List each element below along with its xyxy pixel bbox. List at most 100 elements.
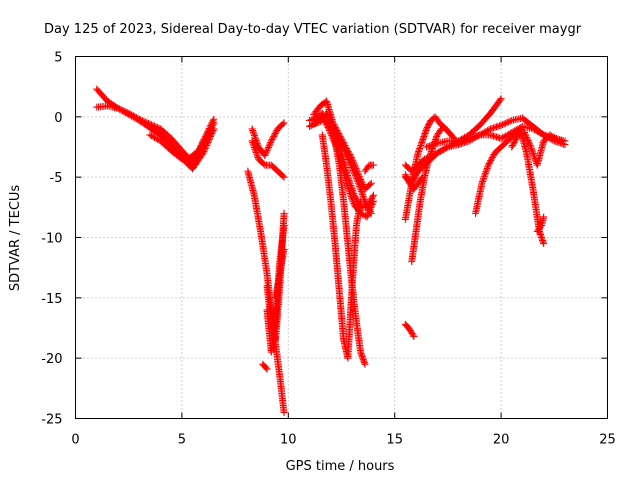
data-point <box>479 178 487 186</box>
data-point <box>328 133 336 141</box>
data-point <box>411 173 419 181</box>
data-point <box>353 174 361 182</box>
y-tick-label: -15 <box>41 292 62 307</box>
data-point <box>345 186 353 194</box>
data-point <box>191 157 199 165</box>
data-point <box>264 145 272 153</box>
data-point <box>497 121 505 129</box>
data-point <box>270 131 278 139</box>
series-d1 <box>401 113 458 223</box>
data-point <box>513 134 521 142</box>
data-point <box>526 141 534 149</box>
y-tick-label: -20 <box>41 352 62 367</box>
series-c7 <box>361 161 377 175</box>
data-point <box>503 119 511 127</box>
data-point <box>340 146 348 154</box>
data-point <box>480 173 488 181</box>
data-point <box>351 170 359 178</box>
chart-title: Day 125 of 2023, Sidereal Day-to-day VTE… <box>44 22 582 37</box>
data-point <box>357 187 365 195</box>
data-point <box>206 123 214 131</box>
data-point <box>138 117 146 125</box>
data-point <box>252 147 260 155</box>
data-point <box>360 196 368 204</box>
data-point <box>345 155 353 163</box>
data-point <box>342 149 350 157</box>
data-point <box>117 106 125 114</box>
data-point <box>154 135 162 143</box>
data-point <box>339 143 347 151</box>
data-point <box>524 137 532 145</box>
data-point <box>125 109 133 117</box>
data-point <box>499 134 507 142</box>
data-point <box>262 150 270 158</box>
data-point <box>279 172 287 180</box>
series-c4 <box>310 109 375 217</box>
data-point <box>348 194 356 202</box>
data-point <box>120 107 128 115</box>
data-point <box>530 151 538 159</box>
data-point <box>137 116 145 124</box>
data-point <box>351 171 359 179</box>
data-point <box>338 141 346 149</box>
data-point <box>249 140 257 148</box>
data-point <box>523 133 531 141</box>
data-point <box>487 157 495 165</box>
data-point <box>557 136 565 144</box>
data-point <box>554 135 562 143</box>
data-point <box>479 176 487 184</box>
y-tick-label: 5 <box>54 51 62 66</box>
data-point <box>116 105 124 113</box>
x-tick-label: 0 <box>71 433 79 448</box>
data-point <box>535 128 543 136</box>
data-point <box>189 161 197 169</box>
data-point <box>522 132 530 140</box>
data-point <box>326 117 334 125</box>
data-point <box>502 132 510 140</box>
data-point <box>310 120 318 128</box>
data-point <box>355 181 363 189</box>
data-point <box>119 106 127 114</box>
data-point <box>413 170 421 178</box>
data-point <box>418 173 426 181</box>
data-point <box>311 119 319 127</box>
data-point <box>268 135 276 143</box>
series-b2 <box>248 137 288 181</box>
data-point <box>514 131 522 139</box>
data-point <box>525 138 533 146</box>
data-point <box>346 159 354 167</box>
data-point <box>209 117 217 125</box>
series-b6 <box>272 246 288 302</box>
data-point <box>346 188 354 196</box>
data-point <box>280 246 288 254</box>
data-point <box>528 146 536 154</box>
data-point <box>356 184 364 192</box>
x-tick-label: 25 <box>599 433 616 448</box>
data-point <box>327 118 335 126</box>
data-point <box>313 119 321 127</box>
data-point <box>250 142 258 150</box>
data-point <box>365 205 373 213</box>
data-point <box>484 161 492 169</box>
data-point <box>364 203 372 211</box>
data-point <box>369 199 377 207</box>
series-d9 <box>401 320 418 340</box>
data-point <box>128 111 136 119</box>
data-point <box>248 137 256 145</box>
data-point <box>280 209 288 217</box>
data-point <box>435 148 443 156</box>
data-point <box>324 112 332 120</box>
data-point <box>480 174 488 182</box>
data-point <box>330 126 338 134</box>
data-point <box>488 154 496 162</box>
data-point <box>265 142 273 150</box>
data-point <box>266 140 274 148</box>
data-point <box>322 120 330 128</box>
data-point <box>532 127 540 135</box>
data-point <box>263 147 271 155</box>
data-point <box>324 123 332 131</box>
data-point <box>205 125 213 133</box>
data-point <box>357 197 365 205</box>
data-point <box>349 198 357 206</box>
data-point <box>323 122 331 130</box>
